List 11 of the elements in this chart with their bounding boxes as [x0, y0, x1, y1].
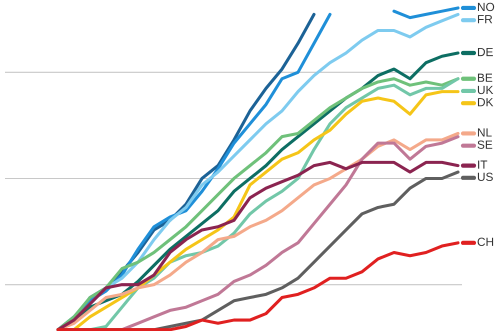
legend-label: NL: [478, 128, 492, 136]
legend-label: US: [478, 172, 493, 182]
legend-label: NO: [478, 2, 494, 12]
legend-label: SE: [478, 140, 492, 149]
legend-label: FR: [478, 15, 492, 24]
legend-label: DE: [478, 48, 493, 56]
legend-label: CH: [478, 238, 494, 246]
legend-label: BE: [478, 74, 492, 82]
legend-label: IT: [478, 160, 488, 169]
legend-label: DK: [478, 98, 494, 106]
legend-label: UK: [478, 86, 494, 94]
